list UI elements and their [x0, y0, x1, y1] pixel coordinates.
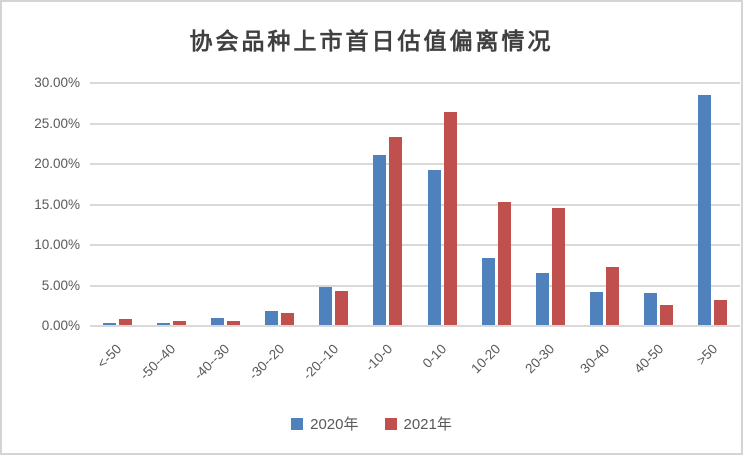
legend-label-2020: 2020年	[310, 416, 359, 433]
y-axis-tick-label: 10.00%	[34, 237, 80, 252]
legend-swatch-2021-icon	[384, 417, 397, 430]
bar-2021年--40--30	[226, 320, 240, 325]
bar-2020年--20--10	[319, 286, 333, 325]
bar-2021年-<-50	[118, 319, 132, 325]
legend-label-2021: 2021年	[403, 416, 452, 433]
bar-2020年-10-20	[481, 258, 495, 325]
bar-2020年-30-40	[590, 291, 604, 325]
y-axis-tick-label: 15.00%	[34, 196, 80, 212]
bar-2020年--30--20	[265, 310, 279, 325]
bar-2021年-0-10	[443, 111, 457, 325]
bar-2020年-0-10	[427, 170, 441, 325]
legend-swatch-2020-icon	[291, 417, 304, 430]
bar-2020年-20-30	[535, 273, 549, 325]
chart-title: 协会品种上市首日估值偏离情况	[189, 28, 554, 54]
bar-2021年-40-50	[660, 304, 674, 325]
bar-2021年-20-30	[551, 207, 565, 325]
bar-2020年--10-0	[373, 154, 387, 325]
bar-2021年-10-20	[497, 201, 511, 325]
gridline	[90, 203, 740, 206]
bar-2020年-40-50	[644, 293, 658, 325]
gridline	[90, 82, 740, 84]
bar-2020年--40--30	[210, 317, 224, 325]
y-axis-tick-label: 25.00%	[34, 115, 80, 131]
legend-item-2020: 2020年	[291, 413, 359, 434]
y-axis-tick-label: 5.00%	[41, 277, 80, 293]
bar-2021年--50--40	[172, 321, 186, 325]
gridline	[90, 284, 740, 287]
bar-2020年--50--40	[156, 322, 170, 325]
chart-legend: 2020年 2021年	[2, 413, 741, 434]
bar-2021年-30-40	[606, 266, 620, 325]
legend-item-2021: 2021年	[384, 413, 452, 434]
bar-2020年-<-50	[102, 322, 116, 325]
gridline	[90, 122, 740, 125]
bar-2021年--30--20	[281, 313, 295, 325]
gridline	[90, 325, 740, 327]
bar-2020年->50	[698, 95, 712, 325]
gridline	[90, 163, 740, 165]
bar-2021年--10-0	[389, 137, 403, 325]
bar-2021年->50	[714, 299, 728, 325]
y-axis-tick-label: 30.00%	[34, 75, 80, 90]
gridline	[90, 244, 740, 246]
y-axis-tick-label: 0.00%	[41, 318, 80, 333]
y-axis-tick-label: 20.00%	[34, 156, 80, 171]
plot-area: 0.00% 5.00% 10.00% 15.00% 20.00% 25.00% 30.00%…	[34, 75, 740, 383]
bar-2021年--20--10	[335, 291, 349, 325]
